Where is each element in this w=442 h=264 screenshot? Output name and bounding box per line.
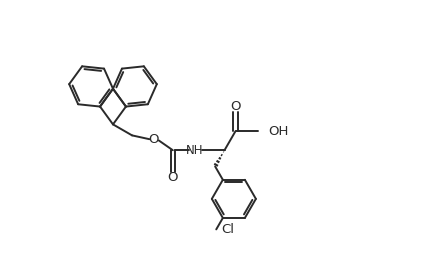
Text: O: O	[168, 171, 178, 184]
Text: O: O	[230, 100, 241, 114]
Text: O: O	[149, 133, 159, 146]
Text: Cl: Cl	[221, 223, 234, 236]
Text: OH: OH	[268, 125, 289, 138]
Text: NH: NH	[186, 144, 204, 157]
